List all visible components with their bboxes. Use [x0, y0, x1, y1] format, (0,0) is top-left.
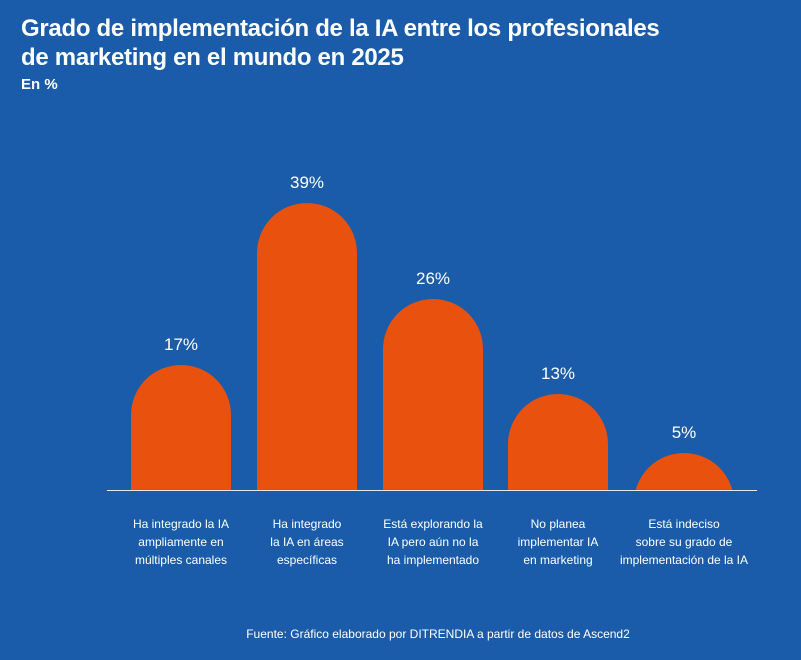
source-note: Fuente: Gráfico elaborado por DITRENDIA …: [246, 627, 630, 641]
category-label: Ha integrado la IA ampliamente en múltip…: [132, 517, 230, 567]
chart-title: Grado de implementación de la IA entre l…: [21, 14, 681, 72]
chart-title-text: Grado de implementación de la IA entre l…: [21, 15, 660, 71]
category-label: Ha integrado la IA en áreas específicas: [270, 517, 344, 567]
chart-subtitle: En %: [21, 76, 58, 93]
bar: [257, 203, 357, 490]
bar-fill: [508, 394, 608, 490]
bar-fill: [131, 365, 231, 490]
bar-fill: [383, 298, 483, 490]
bar: [508, 394, 608, 490]
category-label: No planea implementar IA en marketing: [517, 517, 599, 567]
x-axis-line: [107, 490, 757, 491]
category-label: Está explorando la IA pero aún no la ha …: [383, 517, 483, 567]
bar: [634, 453, 734, 490]
bar-fill: [634, 453, 734, 490]
category-label: Está indeciso sobre su grado de implemen…: [619, 517, 749, 567]
bar: [131, 365, 231, 490]
bar-fill: [257, 203, 357, 490]
bar: [383, 298, 483, 490]
data-label: 39%: [289, 173, 325, 193]
data-label: 5%: [671, 423, 697, 443]
data-label: 13%: [540, 364, 576, 384]
data-label: 26%: [415, 268, 451, 288]
data-label: 17%: [163, 335, 199, 355]
